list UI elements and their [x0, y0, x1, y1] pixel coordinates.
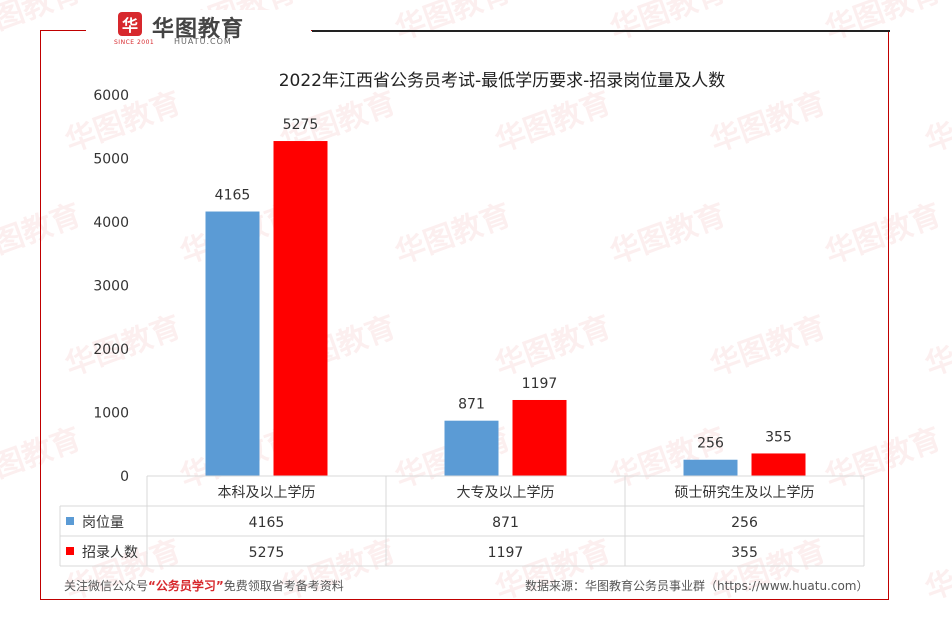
footer-prefix: 关注微信公众号 — [64, 579, 149, 593]
category-label: 大专及以上学历 — [457, 485, 555, 501]
watermark-mark: 华图教育 — [921, 86, 952, 160]
category-label: 本科及以上学历 — [218, 485, 316, 501]
logo-since: SINCE 2001 — [114, 39, 155, 46]
data-labels: 4165 5275 871 1197 256 355 — [215, 117, 792, 452]
table-value: 871 — [492, 515, 519, 531]
table-value: 5275 — [249, 545, 285, 561]
footer-account-name: “公务员学习” — [148, 579, 224, 593]
legend-label: 招录人数 — [82, 545, 138, 561]
footer-suffix: 免费领取省考备考资料 — [223, 579, 344, 593]
legend-label: 岗位量 — [82, 515, 124, 531]
data-label: 5275 — [283, 117, 319, 133]
y-axis: 0 1000 2000 3000 4000 5000 6000 — [93, 88, 129, 485]
table-value: 1197 — [488, 545, 524, 561]
chart-title: 2022年江西省公务员考试-最低学历要求-招录岗位量及人数 — [279, 71, 726, 91]
legend-swatch — [66, 547, 74, 555]
footer-source: 数据来源：华图教育公务员事业群（https://www.huatu.com） — [525, 579, 869, 593]
chart-frame — [40, 30, 889, 600]
y-tick-label: 0 — [120, 469, 129, 485]
bar — [751, 453, 806, 476]
brand-logo: 华 SINCE 2001 华图教育 HUATU.COM — [86, 10, 311, 52]
data-label: 1197 — [522, 376, 558, 392]
legend-swatch — [66, 517, 74, 525]
category-label: 硕士研究生及以上学历 — [675, 485, 815, 501]
logo-name: 华图教育 — [152, 17, 245, 42]
data-label: 256 — [697, 436, 724, 452]
footer-wechat-note: 关注微信公众号“公务员学习”免费领取省考备考资料 — [64, 577, 344, 594]
y-tick-label: 3000 — [93, 279, 129, 295]
table-value: 4165 — [249, 515, 285, 531]
bar — [512, 399, 567, 476]
data-label: 4165 — [215, 188, 251, 204]
data-label: 355 — [765, 429, 792, 445]
bar — [273, 141, 328, 476]
y-tick-label: 1000 — [93, 406, 129, 422]
y-tick-label: 6000 — [93, 88, 129, 104]
table-value: 355 — [731, 545, 758, 561]
bar — [683, 459, 738, 476]
watermark-mark: 华图教育 — [921, 534, 952, 608]
y-tick-label: 4000 — [93, 215, 129, 231]
logo-domain: HUATU.COM — [174, 37, 232, 46]
bars — [205, 141, 806, 476]
y-tick-label: 2000 — [93, 342, 129, 358]
data-label: 871 — [458, 397, 485, 413]
frame-accent-line — [312, 30, 890, 32]
table-value: 256 — [731, 515, 758, 531]
bar — [444, 420, 499, 476]
huatu-logo-icon: 华 — [118, 12, 142, 36]
y-tick-label: 5000 — [93, 152, 129, 168]
watermark-mark: 华图教育 — [921, 310, 952, 384]
bar — [205, 211, 260, 476]
